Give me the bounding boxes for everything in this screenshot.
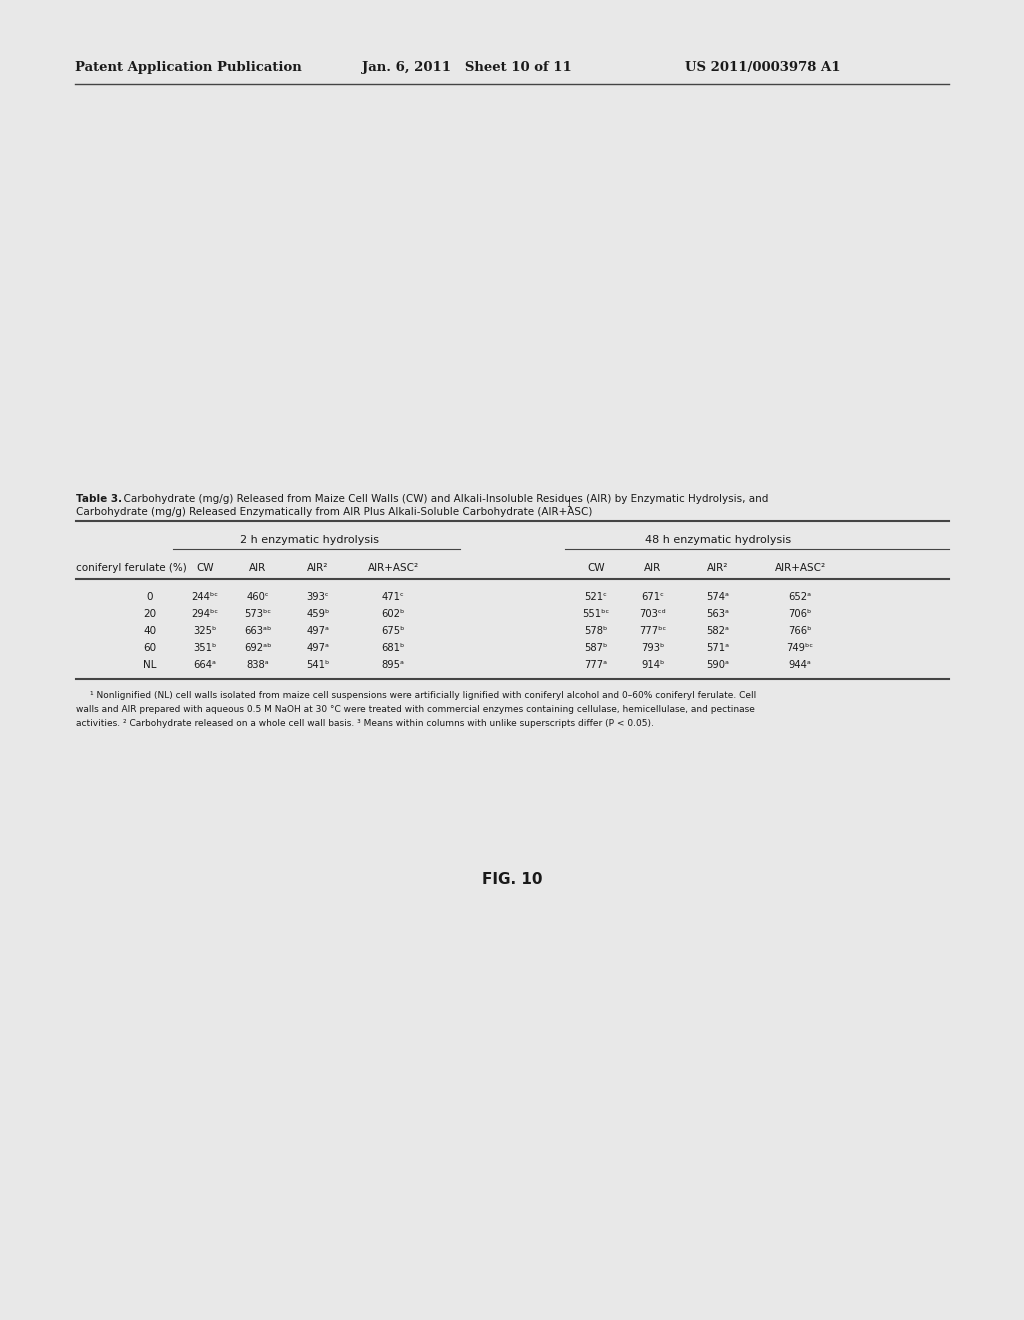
Text: 590ᵃ: 590ᵃ: [707, 660, 729, 671]
Text: 681ᵇ: 681ᵇ: [381, 643, 404, 653]
Text: 573ᵇᶜ: 573ᵇᶜ: [245, 609, 271, 619]
Text: 563ᵃ: 563ᵃ: [707, 609, 729, 619]
Text: 393ᶜ: 393ᶜ: [306, 591, 330, 602]
Text: 692ᵃᵇ: 692ᵃᵇ: [245, 643, 271, 653]
Text: 60: 60: [143, 643, 157, 653]
Text: ¹ Nonlignified (NL) cell walls isolated from maize cell suspensions were artific: ¹ Nonlignified (NL) cell walls isolated …: [90, 690, 757, 700]
Text: 582ᵃ: 582ᵃ: [707, 626, 729, 636]
Text: 944ᵃ: 944ᵃ: [788, 660, 811, 671]
Text: 587ᵇ: 587ᵇ: [585, 643, 607, 653]
Text: 471ᶜ: 471ᶜ: [382, 591, 404, 602]
Text: NL: NL: [143, 660, 157, 671]
Text: 652ᵃ: 652ᵃ: [788, 591, 812, 602]
Text: 48 h enzymatic hydrolysis: 48 h enzymatic hydrolysis: [645, 535, 792, 545]
Text: 294ᵇᶜ: 294ᵇᶜ: [191, 609, 218, 619]
Text: AIR²: AIR²: [307, 564, 329, 573]
Text: 460ᶜ: 460ᶜ: [247, 591, 269, 602]
Text: 571ᵃ: 571ᵃ: [707, 643, 729, 653]
Text: 703ᶜᵈ: 703ᶜᵈ: [640, 609, 667, 619]
Text: 793ᵇ: 793ᵇ: [641, 643, 665, 653]
Text: 895ᵃ: 895ᵃ: [382, 660, 404, 671]
Text: Patent Application Publication: Patent Application Publication: [75, 62, 302, 74]
Text: 325ᵇ: 325ᵇ: [194, 626, 217, 636]
Text: 777ᵃ: 777ᵃ: [585, 660, 607, 671]
Text: 1: 1: [566, 500, 570, 510]
Text: 578ᵇ: 578ᵇ: [585, 626, 607, 636]
Text: US 2011/0003978 A1: US 2011/0003978 A1: [685, 62, 841, 74]
Text: 602ᵇ: 602ᵇ: [381, 609, 404, 619]
Text: 244ᵇᶜ: 244ᵇᶜ: [191, 591, 218, 602]
Text: 2 h enzymatic hydrolysis: 2 h enzymatic hydrolysis: [241, 535, 380, 545]
Text: CW: CW: [197, 564, 214, 573]
Text: 914ᵇ: 914ᵇ: [641, 660, 665, 671]
Text: 838ᵃ: 838ᵃ: [247, 660, 269, 671]
Text: 40: 40: [143, 626, 157, 636]
Text: 459ᵇ: 459ᵇ: [306, 609, 330, 619]
Text: walls and AIR prepared with aqueous 0.5 M NaOH at 30 °C were treated with commer: walls and AIR prepared with aqueous 0.5 …: [76, 705, 755, 714]
Text: 664ᵃ: 664ᵃ: [194, 660, 216, 671]
Text: AIR+ASC²: AIR+ASC²: [368, 564, 419, 573]
Text: 663ᵃᵇ: 663ᵃᵇ: [245, 626, 271, 636]
Text: AIR: AIR: [644, 564, 662, 573]
Text: 20: 20: [143, 609, 157, 619]
Text: 777ᵇᶜ: 777ᵇᶜ: [639, 626, 667, 636]
Text: 497ᵃ: 497ᵃ: [306, 626, 330, 636]
Text: 749ᵇᶜ: 749ᵇᶜ: [786, 643, 813, 653]
Text: AIR+ASC²: AIR+ASC²: [774, 564, 825, 573]
Text: 706ᵇ: 706ᵇ: [788, 609, 812, 619]
Text: CW: CW: [587, 564, 605, 573]
Text: AIR: AIR: [250, 564, 266, 573]
Text: 574ᵃ: 574ᵃ: [707, 591, 729, 602]
Text: 351ᵇ: 351ᵇ: [194, 643, 217, 653]
Text: FIG. 10: FIG. 10: [481, 873, 543, 887]
Text: 541ᵇ: 541ᵇ: [306, 660, 330, 671]
Text: coniferyl ferulate (%): coniferyl ferulate (%): [76, 564, 186, 573]
Text: 521ᶜ: 521ᶜ: [585, 591, 607, 602]
Text: AIR²: AIR²: [708, 564, 729, 573]
Text: Carbohydrate (mg/g) Released from Maize Cell Walls (CW) and Alkali-Insoluble Res: Carbohydrate (mg/g) Released from Maize …: [117, 494, 768, 504]
Text: 671ᶜ: 671ᶜ: [642, 591, 665, 602]
Text: 0: 0: [146, 591, 154, 602]
Text: Jan. 6, 2011   Sheet 10 of 11: Jan. 6, 2011 Sheet 10 of 11: [362, 62, 571, 74]
Text: activities. ² Carbohydrate released on a whole cell wall basis. ³ Means within c: activities. ² Carbohydrate released on a…: [76, 719, 654, 729]
Text: Carbohydrate (mg/g) Released Enzymatically from AIR Plus Alkali-Soluble Carbohyd: Carbohydrate (mg/g) Released Enzymatical…: [76, 507, 592, 517]
Text: Table 3.: Table 3.: [76, 494, 122, 504]
Text: 766ᵇ: 766ᵇ: [788, 626, 812, 636]
Text: 497ᵃ: 497ᵃ: [306, 643, 330, 653]
Text: 675ᵇ: 675ᵇ: [381, 626, 404, 636]
Text: 551ᵇᶜ: 551ᵇᶜ: [583, 609, 609, 619]
